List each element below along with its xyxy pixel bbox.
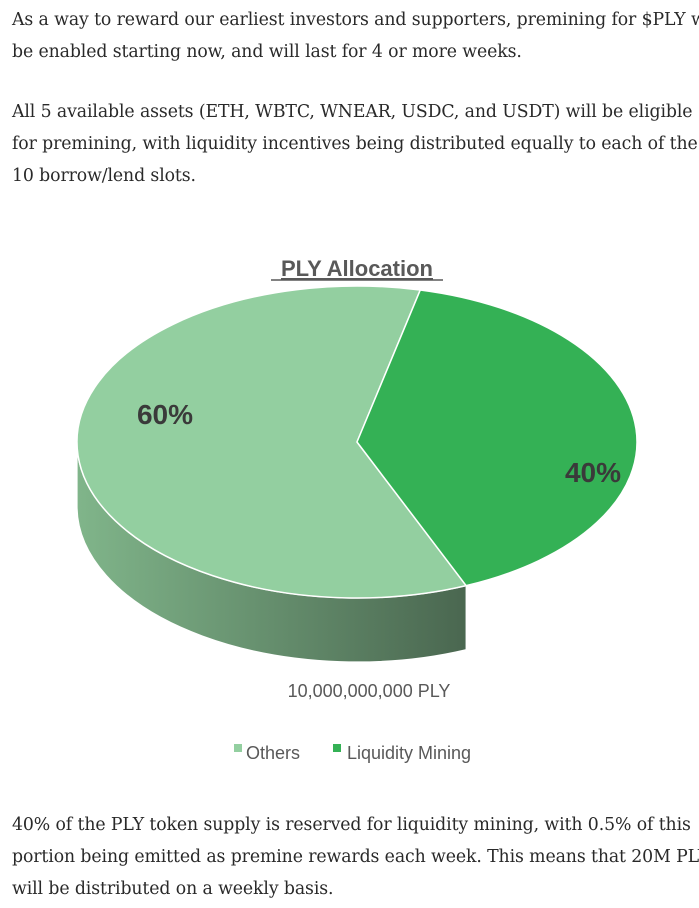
text-line: As a way to reward our earliest investor… bbox=[12, 10, 699, 30]
data-label-liquidity-mining: 40% bbox=[565, 457, 621, 488]
assets-paragraph: All 5 available assets (ETH, WBTC, WNEAR… bbox=[12, 96, 699, 192]
text-line: be enabled starting now, and will last f… bbox=[12, 42, 522, 62]
text-line: All 5 available assets (ETH, WBTC, WNEAR… bbox=[12, 102, 693, 122]
chart-legend: Others Liquidity Mining bbox=[234, 743, 471, 763]
data-label-others: 60% bbox=[137, 399, 193, 430]
legend-label-liquidity-mining: Liquidity Mining bbox=[347, 743, 471, 763]
slice-others bbox=[76, 285, 467, 599]
legend-swatch-liquidity-mining bbox=[333, 744, 341, 752]
legend-label-others: Others bbox=[246, 743, 300, 763]
text-line: will be distributed on a weekly basis. bbox=[12, 879, 334, 899]
text-line: for premining, with liquidity incentives… bbox=[12, 134, 698, 154]
pie-chart: 60% 40% PLY Allocation 10,000,000,000 PLY… bbox=[0, 232, 699, 792]
chart-subtitle: 10,000,000,000 PLY bbox=[288, 681, 451, 701]
pie-chart-svg: 60% 40% PLY Allocation 10,000,000,000 PLY… bbox=[76, 256, 638, 763]
chart-title: PLY Allocation bbox=[281, 256, 433, 281]
text-line: 40% of the PLY token supply is reserved … bbox=[12, 815, 691, 835]
slice-liquidity-mining bbox=[356, 289, 638, 587]
text-line: portion being emitted as premine rewards… bbox=[12, 847, 699, 867]
text-line: 10 borrow/lend slots. bbox=[12, 166, 196, 186]
legend-swatch-others bbox=[234, 744, 242, 752]
intro-paragraph: As a way to reward our earliest investor… bbox=[12, 4, 699, 68]
supply-paragraph: 40% of the PLY token supply is reserved … bbox=[12, 809, 699, 905]
